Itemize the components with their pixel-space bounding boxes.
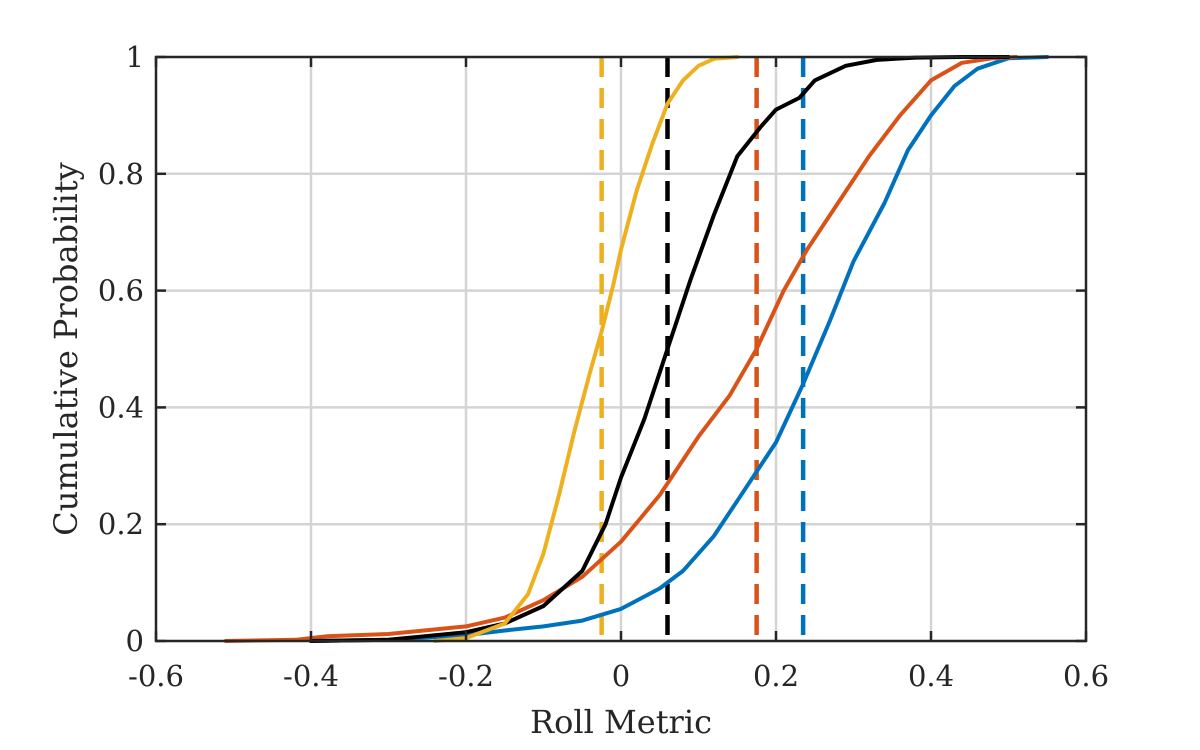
series-layer (223, 55, 1050, 643)
x-tick-label: -0.4 (283, 659, 339, 693)
x-tick-label: -0.2 (438, 659, 494, 693)
x-tick-label: 0.2 (753, 659, 799, 693)
x-axis-label: Roll Metric (530, 703, 712, 741)
cdf-line-2 (223, 55, 1019, 643)
y-tick-label: 0 (126, 624, 144, 658)
y-tick-label: 0.4 (98, 390, 144, 424)
reference-lines (599, 57, 806, 641)
x-tick-label: -0.6 (128, 659, 184, 693)
y-tick-label: 0.2 (98, 507, 144, 541)
cdf-line-3 (309, 55, 1011, 643)
y-tick-label: 1 (126, 40, 144, 74)
tick-marks (154, 55, 1088, 643)
y-axis-label: Cumulative Probability (47, 162, 85, 535)
cdf-line-1 (309, 55, 1050, 643)
grid-layer (156, 57, 1086, 641)
y-tick-label: 0.6 (98, 274, 144, 308)
x-tick-label: 0 (612, 659, 630, 693)
x-tick-label: 0.4 (908, 659, 954, 693)
cdf-line-4 (433, 55, 740, 643)
y-tick-label: 0.8 (98, 157, 144, 191)
x-tick-label: 0.6 (1063, 659, 1109, 693)
y-tick-labels: 0 0.2 0.4 0.6 0.8 1 (98, 40, 144, 658)
x-tick-labels: -0.6 -0.4 -0.2 0 0.2 0.4 0.6 (128, 659, 1109, 693)
